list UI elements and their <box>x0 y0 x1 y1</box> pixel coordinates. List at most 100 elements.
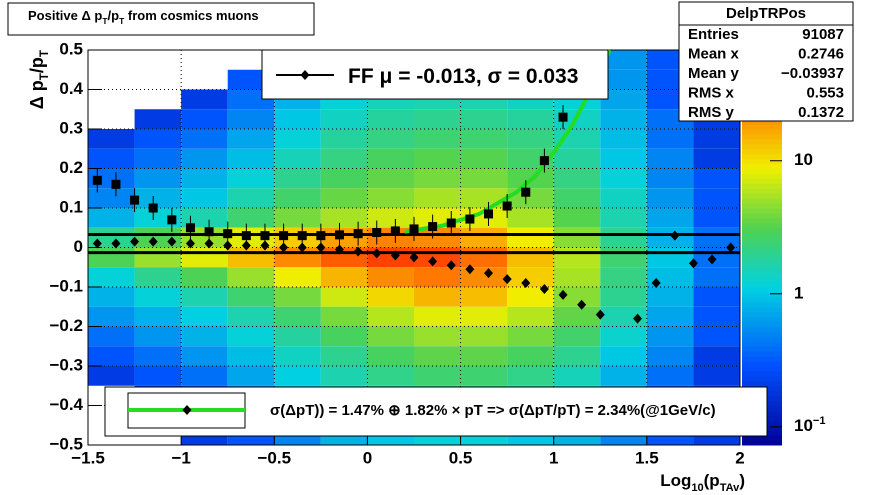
square-marker <box>185 223 195 233</box>
legend-text: FF μ = -0.013, σ = 0.033 <box>348 65 578 88</box>
colorbar-cell <box>742 380 782 387</box>
heat-cell <box>507 129 554 149</box>
x-axis-label-part: TAv <box>720 482 740 494</box>
heat-cell <box>274 129 321 149</box>
heat-cell <box>367 366 414 386</box>
heat-cell <box>414 227 461 248</box>
heat-cell <box>367 109 414 129</box>
diamond-marker <box>558 289 568 300</box>
heat-cell <box>227 346 275 366</box>
heat-cell <box>414 267 461 287</box>
heat-cell <box>414 148 461 169</box>
y-tick-label: 0.4 <box>59 79 83 98</box>
colorbar-cell <box>742 124 782 130</box>
heat-cell <box>460 306 508 327</box>
heat-cell <box>414 287 461 307</box>
heat-cell <box>414 326 461 347</box>
heat-cell <box>693 306 740 327</box>
heat-cell <box>600 50 647 70</box>
heat-cell <box>646 168 694 189</box>
heat-cell <box>227 287 275 307</box>
diamond-marker <box>204 238 214 249</box>
stats-key: Mean x <box>688 45 740 62</box>
colorbar-cell <box>742 129 782 135</box>
heat-cell <box>600 188 647 208</box>
heat-cell <box>227 109 275 129</box>
square-marker <box>372 227 382 237</box>
heat-cell <box>693 247 740 268</box>
heat-cell <box>274 109 321 129</box>
heat-cell <box>553 188 601 208</box>
diamond-marker <box>279 242 289 253</box>
colorbar-cell <box>742 212 782 219</box>
colorbar-cell <box>742 133 782 140</box>
heat-cell <box>367 267 414 287</box>
square-marker <box>502 201 512 211</box>
diamond-marker <box>595 309 605 320</box>
heat-cell <box>367 306 414 327</box>
heat-cell <box>134 267 182 287</box>
heat-cell <box>460 188 508 208</box>
x-axis-label-part: 10 <box>691 482 703 494</box>
heat-cell <box>181 306 228 327</box>
colorbar-cell <box>742 287 782 293</box>
heat-cell <box>320 168 368 189</box>
heat-cell <box>600 89 647 110</box>
colorbar-cell <box>742 119 782 125</box>
heat-cell <box>320 109 368 129</box>
heat-cell <box>227 247 275 268</box>
heat-cell <box>507 208 554 228</box>
heat-cell <box>460 227 508 248</box>
y-tick-label: 0.2 <box>59 158 83 177</box>
square-marker <box>446 218 456 228</box>
y-tick-label: 0.5 <box>59 39 83 58</box>
heat-cell <box>646 287 694 307</box>
heat-cell <box>693 168 740 189</box>
y-axis-label-part: p <box>27 80 47 96</box>
colorbar-cell <box>742 356 782 362</box>
heat-cell <box>693 267 740 287</box>
colorbar-cell <box>742 222 782 229</box>
heat-cell <box>134 346 182 366</box>
heat-cell <box>181 129 228 149</box>
heat-cell <box>507 287 554 307</box>
x-tick-label: 0.5 <box>449 448 473 467</box>
x-tick-label: −1 <box>171 448 190 467</box>
square-marker <box>316 231 326 241</box>
heat-cell <box>460 247 508 268</box>
square-marker <box>465 214 475 224</box>
heat-cell <box>181 326 228 347</box>
y-axis-label-part: /p <box>27 57 47 73</box>
legend-text: σ(ΔpT)) = 1.47% ⊕ 1.82% × pT => σ(ΔpT/pT… <box>270 402 716 419</box>
legend-text-part: FF <box>348 65 380 88</box>
heat-cell <box>88 188 135 208</box>
colorbar-cell <box>742 217 782 224</box>
chart-title-part: p <box>91 8 103 23</box>
square-marker <box>334 230 344 240</box>
heat-cell <box>507 346 554 366</box>
heat-cell <box>646 366 694 386</box>
z-tick-label: 10−1 <box>794 415 826 436</box>
heat-cell <box>414 306 461 327</box>
heat-cell <box>320 208 368 228</box>
heat-cell <box>134 366 182 386</box>
heat-cell <box>88 129 135 149</box>
heat-cell <box>134 188 182 208</box>
diamond-marker <box>390 250 400 261</box>
chart-title-part: /p <box>108 8 120 23</box>
heat-cell <box>274 306 321 327</box>
heat-cell <box>88 287 135 307</box>
colorbar-cell <box>742 301 782 308</box>
diamond-marker <box>707 254 717 265</box>
heat-cell <box>507 306 554 327</box>
colorbar-cell <box>742 282 782 288</box>
heat-cell <box>88 247 135 268</box>
heat-cell <box>181 89 228 110</box>
colorbar-cell <box>742 375 782 382</box>
heat-cell <box>181 148 228 169</box>
colorbar-cell <box>742 168 782 174</box>
heat-cell <box>414 346 461 366</box>
stats-key: RMS x <box>688 84 735 101</box>
heat-cell <box>181 168 228 189</box>
